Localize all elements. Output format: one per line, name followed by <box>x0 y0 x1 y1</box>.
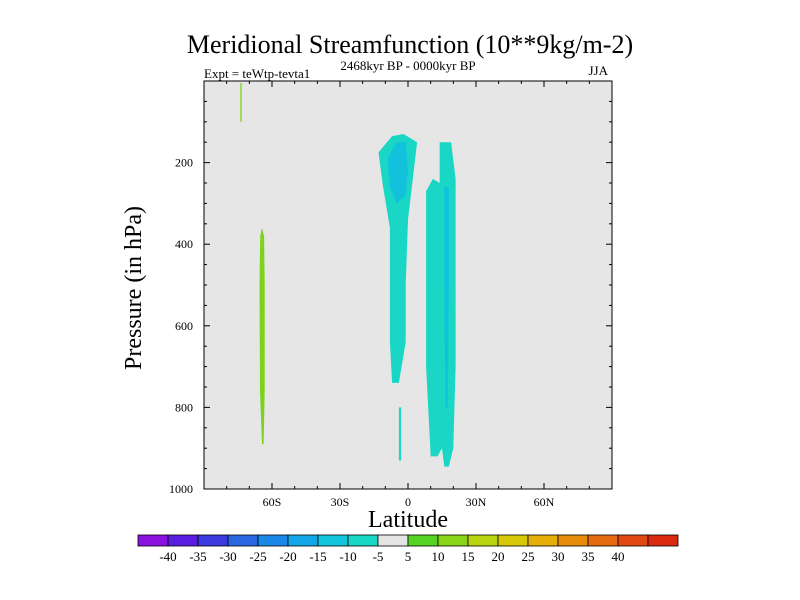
colorbar-swatch <box>377 534 409 547</box>
period-label: 2468kyr BP - 0000kyr BP <box>340 58 475 73</box>
colorbar-swatch <box>347 534 379 547</box>
colorbar-label: 10 <box>432 549 445 564</box>
colorbar-swatch <box>167 534 199 547</box>
y-tick-label: 600 <box>175 319 193 333</box>
colorbar-swatch <box>407 534 439 547</box>
colorbar-swatch <box>197 534 229 547</box>
colorbar-label: -25 <box>249 549 266 564</box>
y-tick-label: 200 <box>175 156 193 170</box>
contour-region-negative-cell-equator-west-core <box>387 142 408 204</box>
colorbar-swatch <box>617 534 649 547</box>
colorbar-swatch <box>257 534 289 547</box>
colorbar: -40 -35 -30 -25 -20 -15 -10 -5 5 10 15 20 25 30 35 40 <box>137 534 679 564</box>
colorbar-label: 40 <box>612 549 625 564</box>
chart-title: Meridional Streamfunction (10**9kg/m-2) <box>187 30 633 59</box>
x-tick-label: 60N <box>534 495 555 509</box>
colorbar-label: 5 <box>405 549 412 564</box>
colorbar-swatch <box>137 534 169 547</box>
x-tick-label: 30S <box>331 495 350 509</box>
colorbar-swatch <box>497 534 529 547</box>
colorbar-label: 30 <box>552 549 565 564</box>
colorbar-swatch <box>227 534 259 547</box>
colorbar-swatch <box>317 534 349 547</box>
colorbar-swatch <box>467 534 499 547</box>
contour-region-negative-cell-15N-core <box>444 187 449 408</box>
colorbar-label: 15 <box>462 549 475 564</box>
y-axis-label: Pressure (in hPa) <box>121 206 147 370</box>
expt-label: Expt = teWtp-tevta1 <box>204 66 310 81</box>
colorbar-label: 35 <box>582 549 595 564</box>
y-tick-label: 1000 <box>169 482 193 496</box>
colorbar-label: -35 <box>189 549 206 564</box>
colorbar-label: 20 <box>492 549 505 564</box>
contour-region-positive-cell-65S <box>259 227 265 445</box>
x-axis-label: Latitude <box>368 507 448 533</box>
x-tick-label: 30N <box>466 495 487 509</box>
colorbar-label: -5 <box>373 549 384 564</box>
y-tick-label: 400 <box>175 237 193 251</box>
x-tick-label: 60S <box>263 495 282 509</box>
colorbar-label: -30 <box>219 549 236 564</box>
colorbar-swatch <box>437 534 469 547</box>
colorbar-swatch <box>287 534 319 547</box>
colorbar-swatch <box>587 534 619 547</box>
contour-region-negative-fragment-low <box>398 407 402 461</box>
contour-region-tiny-positive-top-south <box>240 83 242 122</box>
colorbar-label: 25 <box>522 549 535 564</box>
y-tick-label: 800 <box>175 400 193 414</box>
contour-region-negative-cell-15N <box>426 142 456 467</box>
y-axis-ticks: 200 400 600 800 1000 <box>169 100 612 496</box>
x-axis-ticks: 60S 30S 0 30N 60N <box>226 81 590 509</box>
colorbar-label: -15 <box>309 549 326 564</box>
colorbar-label: -40 <box>159 549 176 564</box>
contour-regions <box>240 83 456 467</box>
colorbar-swatch <box>557 534 589 547</box>
colorbar-swatch <box>527 534 559 547</box>
x-tick-label: 0 <box>405 495 411 509</box>
colorbar-label: -10 <box>339 549 356 564</box>
colorbar-label: -20 <box>279 549 296 564</box>
season-label: JJA <box>588 63 608 78</box>
colorbar-swatch <box>647 534 679 547</box>
contour-region-negative-cell-equator-west <box>378 134 418 383</box>
